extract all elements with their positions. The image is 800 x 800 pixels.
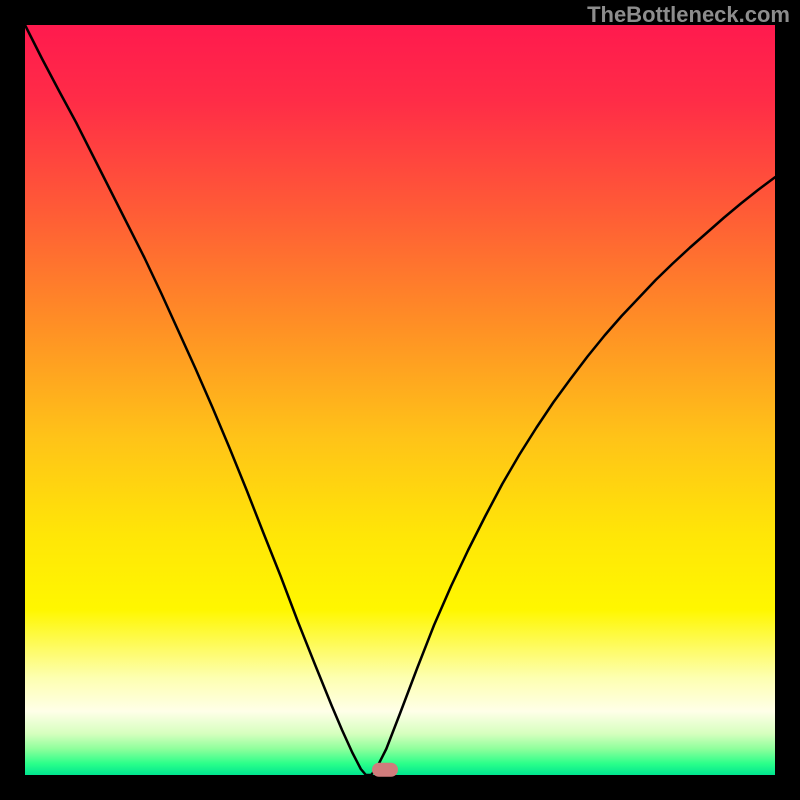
chart-gradient-bg	[25, 25, 775, 775]
bottleneck-chart	[0, 0, 800, 800]
optimal-marker	[372, 763, 398, 777]
watermark-text: TheBottleneck.com	[587, 2, 790, 28]
